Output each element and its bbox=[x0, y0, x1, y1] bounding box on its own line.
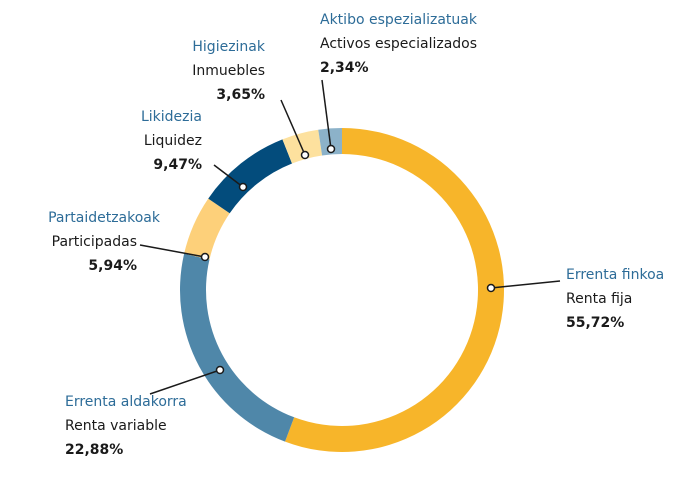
leader-dot bbox=[300, 150, 310, 160]
label-percent: 22,88% bbox=[65, 442, 123, 458]
label-spanish: Renta fija bbox=[566, 291, 632, 307]
leader-line bbox=[321, 79, 332, 150]
label-basque: Errenta finkoa bbox=[566, 267, 664, 283]
leader-dot bbox=[200, 252, 210, 262]
label-spanish: Activos especializados bbox=[320, 36, 477, 52]
label-basque: Higiezinak bbox=[192, 39, 265, 55]
label-percent: 3,65% bbox=[216, 87, 265, 103]
leader-dot bbox=[238, 182, 248, 192]
label-percent: 2,34% bbox=[320, 60, 369, 76]
label-basque: Likidezia bbox=[141, 109, 202, 125]
label-basque: Aktibo espezializatuak bbox=[320, 12, 478, 28]
donut-segment bbox=[184, 198, 230, 260]
donut-segment bbox=[208, 139, 293, 214]
label-basque: Partaidetzakoak bbox=[48, 210, 161, 226]
leader-line bbox=[139, 244, 206, 258]
leader-dot bbox=[326, 144, 336, 154]
leader-dot bbox=[215, 365, 225, 375]
label-percent: 5,94% bbox=[88, 258, 137, 274]
label-spanish: Participadas bbox=[52, 234, 137, 250]
label-basque: Errenta aldakorra bbox=[65, 394, 187, 410]
label-spanish: Liquidez bbox=[144, 133, 202, 149]
label-percent: 9,47% bbox=[153, 157, 202, 173]
donut-segment bbox=[285, 128, 504, 452]
donut-segment bbox=[180, 253, 295, 442]
label-percent: 55,72% bbox=[566, 315, 624, 331]
donut-segment bbox=[282, 129, 323, 164]
leader-line bbox=[149, 369, 221, 395]
leader-dot bbox=[486, 283, 496, 293]
leader-line bbox=[213, 164, 244, 188]
leader-line bbox=[280, 99, 306, 156]
leader-line bbox=[490, 280, 561, 289]
label-spanish: Inmuebles bbox=[192, 63, 265, 79]
label-spanish: Renta variable bbox=[65, 418, 167, 434]
